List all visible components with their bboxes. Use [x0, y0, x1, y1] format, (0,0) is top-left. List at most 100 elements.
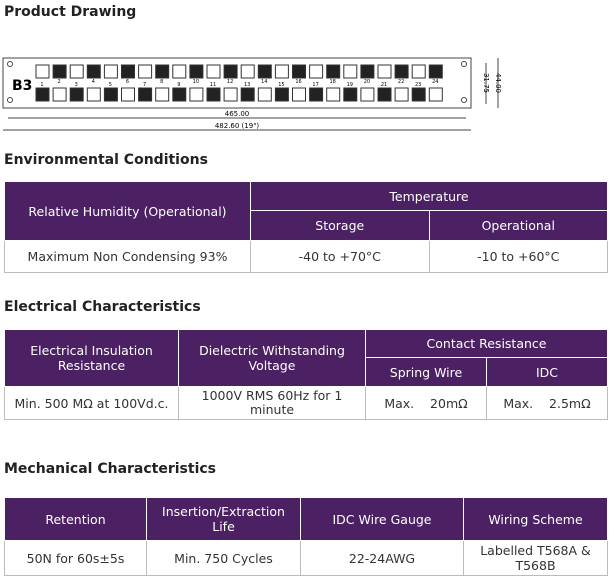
port-label: 9 [177, 82, 180, 88]
port [121, 87, 135, 102]
hole [461, 97, 467, 103]
port-label: 3 [75, 82, 78, 88]
hole [7, 97, 13, 103]
cell: Max. 20mΩ [365, 386, 487, 420]
port [428, 87, 443, 102]
env-table: Relative Humidity (Operational) Temperatu… [4, 181, 608, 273]
mech-table: Retention Insertion/Extraction Life IDC Wi… [4, 497, 608, 576]
port [326, 64, 341, 79]
port-label: 7 [143, 82, 146, 88]
port [343, 64, 358, 79]
cell: -40 to +70°C [250, 240, 430, 273]
port-label: 4 [92, 79, 95, 85]
dim-label: 31.75 [482, 73, 490, 93]
port [343, 87, 358, 102]
header: Insertion/Extraction Life [146, 497, 301, 541]
port-label: 16 [295, 79, 301, 85]
port [240, 87, 255, 102]
port [309, 87, 324, 102]
port [172, 87, 187, 102]
logo: B3 [12, 78, 32, 94]
port [274, 87, 289, 102]
section-title: Environmental Conditions [4, 152, 208, 168]
cell: 22-24AWG [300, 540, 464, 576]
port [274, 64, 289, 79]
port [138, 87, 153, 102]
port [155, 87, 170, 102]
port-label: 14 [261, 79, 267, 85]
header: Contact Resistance [365, 329, 608, 358]
header: Operational [428, 210, 608, 241]
cell: Labelled T568A & T568B [463, 540, 608, 576]
port [394, 87, 409, 102]
port-label: 17 [312, 82, 318, 88]
port [172, 64, 187, 79]
port-label: 22 [398, 79, 404, 85]
port-label: 19 [347, 82, 353, 88]
header: Temperature [250, 181, 608, 211]
port [86, 87, 101, 102]
hole [461, 61, 467, 67]
port [223, 64, 238, 79]
cell: 1000V RMS 60Hz for 1 minute [178, 386, 366, 420]
port [52, 87, 67, 102]
port [257, 87, 272, 102]
port [103, 87, 118, 102]
header: Relative Humidity (Operational) [4, 181, 251, 241]
header: Electrical Insulation Resistance [4, 329, 179, 387]
port-label: 20 [364, 79, 370, 85]
port [206, 64, 221, 79]
port [223, 87, 238, 102]
port-label: 18 [330, 79, 336, 85]
port [103, 64, 118, 79]
port [206, 87, 221, 102]
port [360, 64, 375, 79]
port [411, 64, 426, 79]
port-label: 24 [432, 79, 438, 85]
header: Retention [4, 497, 147, 541]
port-label: 11 [210, 82, 216, 88]
cell: Min. 750 Cycles [146, 540, 301, 576]
port [377, 64, 392, 79]
port [35, 64, 50, 79]
header: Wiring Scheme [463, 497, 608, 541]
port-label: 13 [244, 82, 250, 88]
panel [2, 57, 472, 109]
port [309, 64, 324, 79]
cell: -10 to +60°C [428, 240, 608, 273]
cell: Max. 2.5mΩ [486, 386, 608, 420]
port-label: 5 [109, 82, 112, 88]
port [240, 64, 255, 79]
port-label: 8 [160, 79, 163, 85]
port [69, 87, 84, 102]
port [377, 87, 392, 102]
header: Spring Wire [365, 357, 487, 387]
section-title: Mechanical Characteristics [4, 461, 217, 477]
header: Storage [250, 210, 430, 241]
cell: Min. 500 MΩ at 100Vd.c. [4, 386, 179, 420]
header: IDC [486, 357, 608, 387]
port-label: 1 [40, 82, 43, 88]
port-label: 21 [381, 82, 387, 88]
port-label: 10 [193, 79, 199, 85]
header: IDC Wire Gauge [300, 497, 464, 541]
port-label: 12 [227, 79, 233, 85]
port [52, 64, 67, 79]
port [138, 64, 153, 79]
port [411, 87, 426, 102]
port [69, 64, 84, 79]
port [257, 64, 272, 79]
dim-label: 44.00 [494, 73, 502, 93]
port [155, 64, 170, 79]
dim-label: 482.60 (19") [215, 122, 260, 130]
port-label: 6 [126, 79, 129, 85]
port [326, 87, 341, 102]
port [86, 64, 101, 79]
elec-table: Electrical Insulation Resistance Dielectr… [4, 329, 608, 420]
port [292, 64, 306, 79]
hole [7, 61, 13, 67]
section-title: Product Drawing [4, 4, 137, 20]
header: Dielectric Withstanding Voltage [178, 329, 366, 387]
